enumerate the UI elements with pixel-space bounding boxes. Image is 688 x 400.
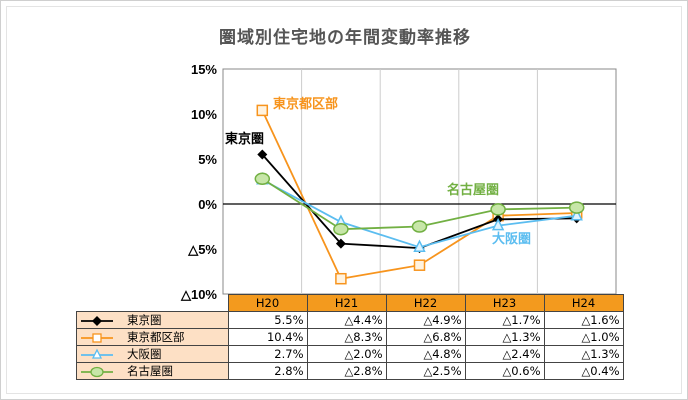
table-cell: 10.4% xyxy=(227,328,308,346)
table-cell: △0.4% xyxy=(543,362,624,380)
table-cell: △1.3% xyxy=(464,328,545,346)
legend-label: 東京圏 xyxy=(127,313,162,327)
data-point xyxy=(413,239,426,252)
y-tick-label: △5% xyxy=(187,242,217,257)
table-cell: △1.6% xyxy=(543,311,624,329)
table-cell: △8.3% xyxy=(306,328,387,346)
table-row: 名古屋圏 2.8% △2.8% △2.5% △0.6% △0.4% xyxy=(76,362,624,380)
legend-label: 名古屋圏 xyxy=(127,364,173,378)
y-tick-label: 5% xyxy=(198,152,217,167)
table-cell: △6.8% xyxy=(385,328,466,346)
data-point xyxy=(490,203,506,216)
table-cell: △1.7% xyxy=(464,311,545,329)
legend-circle-icon xyxy=(81,366,113,377)
table-cell: △2.5% xyxy=(385,362,466,380)
table-cell: △1.0% xyxy=(543,328,624,346)
table-row: 東京圏 5.5% △4.4% △4.9% △1.7% △1.6% xyxy=(76,311,624,329)
data-point xyxy=(335,272,347,285)
x-tick-label: H20 xyxy=(227,294,308,312)
plot-area xyxy=(222,68,617,295)
data-point xyxy=(254,172,271,186)
chart-title: 圏域別住宅地の年間変動率推移 xyxy=(219,28,471,48)
data-point xyxy=(568,201,585,214)
series-annotation: 名古屋圏 xyxy=(447,182,499,198)
data-point xyxy=(335,238,346,249)
table-cell: 2.7% xyxy=(227,345,308,363)
legend-diamond-icon xyxy=(81,315,113,326)
table-cell: △2.8% xyxy=(306,362,387,380)
table-header-row: H20 H21 H22 H23 H24 xyxy=(77,294,624,312)
table-row: 東京都区部 10.4% △8.3% △6.8% △1.3% △1.0% xyxy=(76,328,624,346)
table-cell: △1.3% xyxy=(543,345,624,363)
x-tick-label: H22 xyxy=(385,294,466,312)
data-point xyxy=(257,149,268,160)
y-tick-label: 0% xyxy=(198,197,217,212)
data-point xyxy=(411,220,428,233)
series-annotation: 東京圏 xyxy=(225,131,264,147)
data-point xyxy=(570,208,583,221)
data-point xyxy=(413,259,426,271)
table-cell: △2.0% xyxy=(306,345,387,363)
series-annotation: 大阪圏 xyxy=(492,231,531,247)
x-tick-label: H21 xyxy=(306,294,387,312)
legend-triangle-icon xyxy=(81,348,113,359)
table-cell: 5.5% xyxy=(227,311,308,329)
data-table: H20 H21 H22 H23 H24 東京圏 5.5% △4.4% △4.9% △1.7% △1.… xyxy=(76,294,624,380)
table-row: 大阪圏 2.7% △2.0% △4.8% △2.4% △1.3% xyxy=(76,345,624,363)
table-cell: △2.4% xyxy=(464,345,545,363)
x-tick-label: H24 xyxy=(543,294,624,312)
table-cell: △4.8% xyxy=(385,345,466,363)
data-point xyxy=(333,222,349,236)
table-cell: 2.8% xyxy=(227,362,308,380)
legend-label: 東京都区部 xyxy=(127,330,185,344)
y-tick-label: 10% xyxy=(191,107,217,122)
legend-label: 大阪圏 xyxy=(127,347,162,361)
data-point xyxy=(256,104,269,117)
table-cell: △0.6% xyxy=(464,362,545,380)
x-tick-label: H23 xyxy=(464,294,545,312)
legend-square-icon xyxy=(81,332,113,343)
table-cell: △4.9% xyxy=(385,311,466,329)
y-tick-label: 15% xyxy=(191,62,217,77)
y-tick-label: △10% xyxy=(180,287,217,302)
series-annotation: 東京都区部 xyxy=(273,96,338,112)
data-point xyxy=(491,217,505,231)
table-cell: △4.4% xyxy=(306,311,387,329)
